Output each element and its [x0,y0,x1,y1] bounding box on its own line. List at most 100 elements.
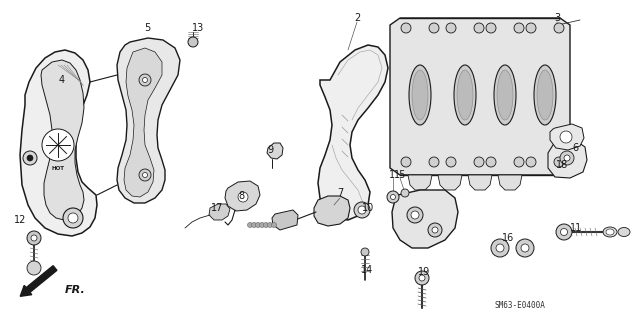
Circle shape [564,155,570,161]
Circle shape [401,157,411,167]
Circle shape [63,208,83,228]
Text: 11: 11 [570,223,582,233]
Circle shape [514,157,524,167]
Circle shape [486,157,496,167]
Text: 7: 7 [337,188,343,198]
Circle shape [268,222,273,227]
Polygon shape [318,45,388,220]
Circle shape [390,195,396,199]
Circle shape [23,151,37,165]
Polygon shape [498,175,522,190]
Circle shape [255,222,260,227]
Text: HOT: HOT [51,166,65,170]
Circle shape [428,223,442,237]
Polygon shape [408,175,432,190]
Polygon shape [390,18,570,175]
Ellipse shape [454,65,476,125]
Text: 19: 19 [418,267,430,277]
Circle shape [354,202,370,218]
Polygon shape [548,140,587,178]
Text: 2: 2 [354,13,360,23]
Circle shape [27,155,33,161]
Text: 4: 4 [59,75,65,85]
Circle shape [139,74,151,86]
Text: 13: 13 [192,23,204,33]
Circle shape [429,23,439,33]
Circle shape [432,227,438,233]
Polygon shape [550,124,584,150]
Circle shape [526,23,536,33]
Ellipse shape [494,65,516,125]
Circle shape [491,239,509,257]
Circle shape [401,23,411,33]
Polygon shape [225,181,260,211]
Text: 17: 17 [211,203,223,213]
Circle shape [560,151,574,165]
Circle shape [474,23,484,33]
Circle shape [446,23,456,33]
Ellipse shape [603,227,617,237]
Ellipse shape [457,70,473,120]
Text: 9: 9 [267,145,273,155]
Circle shape [387,191,399,203]
Polygon shape [124,48,162,197]
Circle shape [474,157,484,167]
Text: 16: 16 [502,233,514,243]
Text: SM63-E0400A: SM63-E0400A [495,300,545,309]
Polygon shape [392,190,458,248]
Polygon shape [468,175,492,190]
Circle shape [407,207,423,223]
Text: 18: 18 [556,160,568,170]
Text: 10: 10 [362,203,374,213]
Circle shape [27,231,41,245]
FancyArrow shape [20,266,57,296]
Polygon shape [314,196,350,226]
Circle shape [252,222,257,227]
Circle shape [139,169,151,181]
Circle shape [560,131,572,143]
Text: 5: 5 [144,23,150,33]
Text: 1: 1 [389,170,395,180]
Ellipse shape [497,70,513,120]
Circle shape [514,23,524,33]
Polygon shape [20,50,97,236]
Ellipse shape [409,65,431,125]
Circle shape [419,275,425,281]
Polygon shape [209,204,230,220]
Circle shape [259,222,264,227]
Circle shape [42,129,74,161]
Text: 15: 15 [394,170,406,180]
Circle shape [248,222,253,227]
Ellipse shape [618,227,630,236]
Ellipse shape [606,229,614,235]
Circle shape [188,37,198,47]
Text: 12: 12 [14,215,26,225]
Circle shape [415,271,429,285]
Circle shape [358,206,366,214]
Text: 14: 14 [361,265,373,275]
Circle shape [486,23,496,33]
Circle shape [143,173,147,177]
Circle shape [521,244,529,252]
Circle shape [496,244,504,252]
Circle shape [556,224,572,240]
Polygon shape [117,38,180,203]
Text: FR.: FR. [65,285,86,295]
Circle shape [446,157,456,167]
Circle shape [143,78,147,83]
Circle shape [401,189,409,197]
Circle shape [554,157,564,167]
Polygon shape [272,210,298,230]
Circle shape [554,23,564,33]
Circle shape [361,248,369,256]
Text: 3: 3 [554,13,560,23]
Circle shape [411,211,419,219]
Polygon shape [267,143,283,159]
Circle shape [516,239,534,257]
Circle shape [561,228,568,235]
Circle shape [68,213,78,223]
Circle shape [429,157,439,167]
Ellipse shape [537,70,553,120]
Circle shape [264,222,269,227]
Ellipse shape [534,65,556,125]
